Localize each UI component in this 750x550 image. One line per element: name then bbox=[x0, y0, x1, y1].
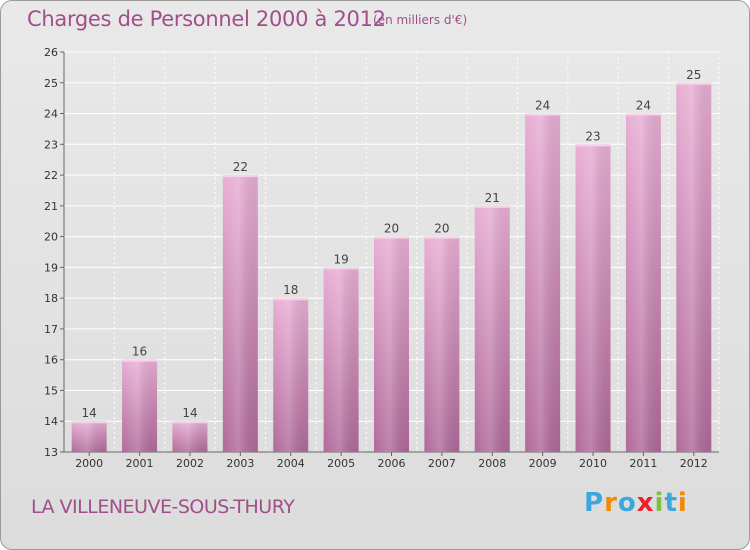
data-label: 20 bbox=[434, 222, 449, 236]
data-label: 19 bbox=[333, 252, 348, 266]
logo-letter: o bbox=[617, 488, 637, 518]
data-label: 25 bbox=[686, 68, 701, 82]
logo-letter: t bbox=[664, 488, 678, 518]
bar-shine bbox=[172, 421, 208, 452]
chart-subtitle: (en milliers d'€) bbox=[373, 13, 468, 27]
bar-shine bbox=[424, 236, 460, 452]
bar-top-highlight bbox=[122, 359, 158, 362]
chart-title: Charges de Personnel 2000 à 2012 bbox=[27, 7, 386, 31]
logo-letter: P bbox=[584, 488, 605, 518]
bar-top-highlight bbox=[222, 175, 258, 178]
bar-top-highlight bbox=[575, 144, 611, 147]
y-tick-label: 20 bbox=[44, 231, 58, 244]
x-tick-label: 2002 bbox=[176, 457, 204, 470]
x-tick-label: 2008 bbox=[478, 457, 506, 470]
data-label: 23 bbox=[585, 129, 600, 143]
y-tick-label: 16 bbox=[44, 354, 58, 367]
data-label: 18 bbox=[283, 283, 298, 297]
bar-shine bbox=[525, 113, 561, 453]
y-tick-label: 14 bbox=[44, 415, 58, 428]
x-tick-label: 2005 bbox=[327, 457, 355, 470]
bar-shine bbox=[625, 113, 661, 453]
y-tick-label: 22 bbox=[44, 169, 58, 182]
proxiti-logo: Proxiti bbox=[584, 488, 688, 518]
bar-shine bbox=[122, 359, 158, 452]
x-tick-label: 2009 bbox=[529, 457, 557, 470]
bar-shine bbox=[676, 82, 712, 453]
y-tick-label: 15 bbox=[44, 384, 58, 397]
logo-letter: r bbox=[604, 488, 618, 518]
bar-shine bbox=[323, 267, 359, 452]
bar-shine bbox=[575, 144, 611, 453]
bar-top-highlight bbox=[474, 205, 510, 208]
y-tick-label: 18 bbox=[44, 292, 58, 305]
data-label: 24 bbox=[636, 99, 651, 113]
y-tick-label: 19 bbox=[44, 261, 58, 274]
bars bbox=[71, 82, 712, 453]
x-tick-label: 2010 bbox=[579, 457, 607, 470]
bar-shine bbox=[222, 175, 258, 453]
y-tick-label: 17 bbox=[44, 323, 58, 336]
bar-shine bbox=[273, 298, 309, 452]
y-tick-label: 21 bbox=[44, 200, 58, 213]
x-tick-label: 2012 bbox=[680, 457, 708, 470]
y-tick-label: 25 bbox=[44, 77, 58, 90]
x-tick-label: 2006 bbox=[378, 457, 406, 470]
data-label: 21 bbox=[485, 191, 500, 205]
labels: 13 14 15 16 17 18 19 20 21 22 23 24 25 26 14 2000 16 2001… bbox=[44, 46, 708, 470]
data-label: 14 bbox=[182, 406, 197, 420]
y-tick-label: 26 bbox=[44, 46, 58, 59]
x-tick-label: 2000 bbox=[75, 457, 103, 470]
bar-top-highlight bbox=[424, 236, 460, 239]
data-label: 24 bbox=[535, 99, 550, 113]
y-tick-label: 13 bbox=[44, 446, 58, 459]
logo-letter: x bbox=[636, 488, 655, 518]
bar-top-highlight bbox=[374, 236, 409, 239]
bar-top-highlight bbox=[625, 113, 661, 116]
data-label: 16 bbox=[132, 345, 147, 359]
bar-top-highlight bbox=[71, 421, 107, 424]
bar-top-highlight bbox=[676, 82, 712, 85]
x-tick-label: 2007 bbox=[428, 457, 456, 470]
bar-top-highlight bbox=[323, 267, 359, 270]
bar-shine bbox=[374, 236, 409, 452]
data-label: 14 bbox=[82, 406, 97, 420]
x-tick-label: 2003 bbox=[226, 457, 254, 470]
x-tick-label: 2011 bbox=[629, 457, 657, 470]
location-name: LA VILLENEUVE-SOUS-THURY bbox=[31, 496, 295, 518]
y-tick-label: 23 bbox=[44, 138, 58, 151]
data-label: 22 bbox=[233, 160, 248, 174]
bar-top-highlight bbox=[273, 298, 309, 301]
x-tick-label: 2004 bbox=[277, 457, 305, 470]
bar-top-highlight bbox=[525, 113, 561, 116]
y-tick-label: 24 bbox=[44, 108, 58, 121]
logo-letter: i bbox=[654, 488, 665, 518]
bar-top-highlight bbox=[172, 421, 208, 424]
data-label: 20 bbox=[384, 222, 399, 236]
bar-shine bbox=[71, 421, 107, 452]
bar-shine bbox=[474, 205, 510, 452]
x-tick-label: 2001 bbox=[126, 457, 154, 470]
logo-letter: i bbox=[677, 488, 688, 518]
